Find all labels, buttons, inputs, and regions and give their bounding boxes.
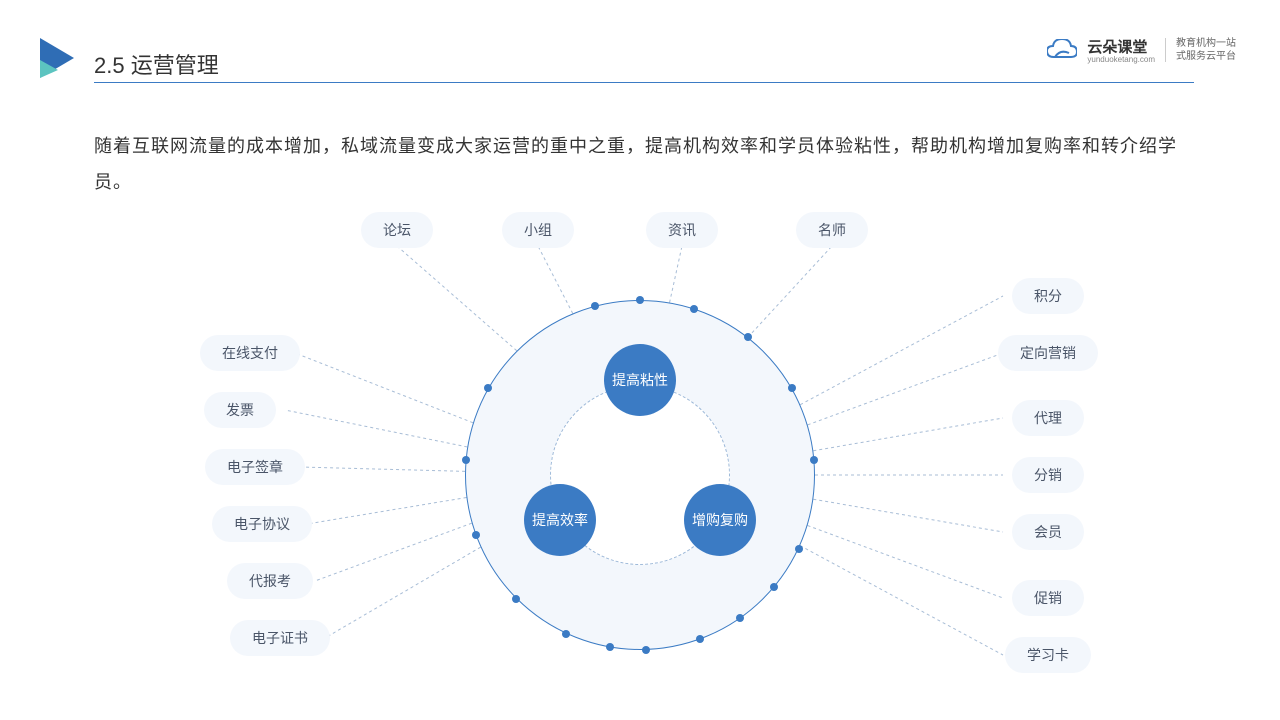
connector-line bbox=[325, 547, 481, 638]
ring-dot bbox=[788, 384, 796, 392]
pill-marketing: 定向营销 bbox=[998, 335, 1098, 371]
ring-dot bbox=[606, 643, 614, 651]
ring-dot bbox=[462, 456, 470, 464]
connector-line bbox=[538, 246, 573, 313]
pill-daibaokao: 代报考 bbox=[227, 563, 313, 599]
ring-dot bbox=[795, 545, 803, 553]
connector-line bbox=[315, 523, 472, 581]
pill-forum: 论坛 bbox=[361, 212, 433, 248]
center-node-repurchase: 增购复购 bbox=[684, 484, 756, 556]
description-text: 随着互联网流量的成本增加，私域流量变成大家运营的重中之重，提高机构效率和学员体验… bbox=[94, 128, 1202, 200]
ring-dot bbox=[562, 630, 570, 638]
header-play-icon bbox=[36, 36, 80, 85]
pill-news: 资讯 bbox=[646, 212, 718, 248]
pill-esign: 电子签章 bbox=[205, 449, 305, 485]
pill-group: 小组 bbox=[502, 212, 574, 248]
ring-dot bbox=[770, 583, 778, 591]
pill-eagree: 电子协议 bbox=[212, 506, 312, 542]
connector-line bbox=[397, 246, 517, 351]
ring-dot bbox=[810, 456, 818, 464]
logo-brand-text: 云朵课堂 bbox=[1087, 39, 1147, 56]
pill-distribute: 分销 bbox=[1012, 457, 1084, 493]
ring-dot bbox=[736, 614, 744, 622]
connector-line bbox=[808, 526, 1003, 598]
connector-line bbox=[300, 467, 465, 471]
connector-line bbox=[808, 353, 1003, 425]
connector-line bbox=[670, 246, 682, 303]
connector-line bbox=[813, 418, 1003, 451]
pill-invoice: 发票 bbox=[204, 392, 276, 428]
ring-dot bbox=[642, 646, 650, 654]
operations-diagram: 提高粘性提高效率 增购复购 论坛 小组 资讯 名师在线支付发票电子签章电子协议代报考电子证… bbox=[0, 200, 1280, 720]
ring-dot bbox=[636, 296, 644, 304]
ring-dot bbox=[696, 635, 704, 643]
section-title: 2.5 运营管理 bbox=[94, 48, 219, 80]
ring-dot bbox=[512, 595, 520, 603]
pill-teacher: 名师 bbox=[796, 212, 868, 248]
ring-dot bbox=[591, 302, 599, 310]
connector-line bbox=[748, 246, 832, 337]
pill-studycard: 学习卡 bbox=[1005, 637, 1091, 673]
logo-divider bbox=[1165, 38, 1166, 62]
pill-agent: 代理 bbox=[1012, 400, 1084, 436]
connector-line bbox=[285, 410, 467, 447]
pill-promo: 促销 bbox=[1012, 580, 1084, 616]
brand-logo: 云朵课堂 yunduoketang.com 教育机构一站 式服务云平台 bbox=[1047, 36, 1236, 64]
connector-line bbox=[800, 546, 1003, 655]
ring-dot bbox=[690, 305, 698, 313]
pill-pay: 在线支付 bbox=[200, 335, 300, 371]
pill-member: 会员 bbox=[1012, 514, 1084, 550]
ring-dot bbox=[744, 333, 752, 341]
ring-dot bbox=[472, 531, 480, 539]
cloud-icon bbox=[1047, 39, 1077, 61]
title-underline bbox=[94, 82, 1194, 83]
pill-points: 积分 bbox=[1012, 278, 1084, 314]
center-node-stickiness: 提高粘性 bbox=[604, 344, 676, 416]
connector-line bbox=[307, 497, 466, 524]
connector-line bbox=[813, 499, 1003, 532]
logo-tagline: 教育机构一站 式服务云平台 bbox=[1176, 37, 1236, 63]
ring-dot bbox=[484, 384, 492, 392]
connector-line bbox=[800, 296, 1003, 405]
center-node-efficiency: 提高效率 bbox=[524, 484, 596, 556]
logo-domain: yunduoketang.com bbox=[1087, 55, 1155, 64]
pill-ecert: 电子证书 bbox=[230, 620, 330, 656]
connector-line bbox=[295, 353, 473, 423]
